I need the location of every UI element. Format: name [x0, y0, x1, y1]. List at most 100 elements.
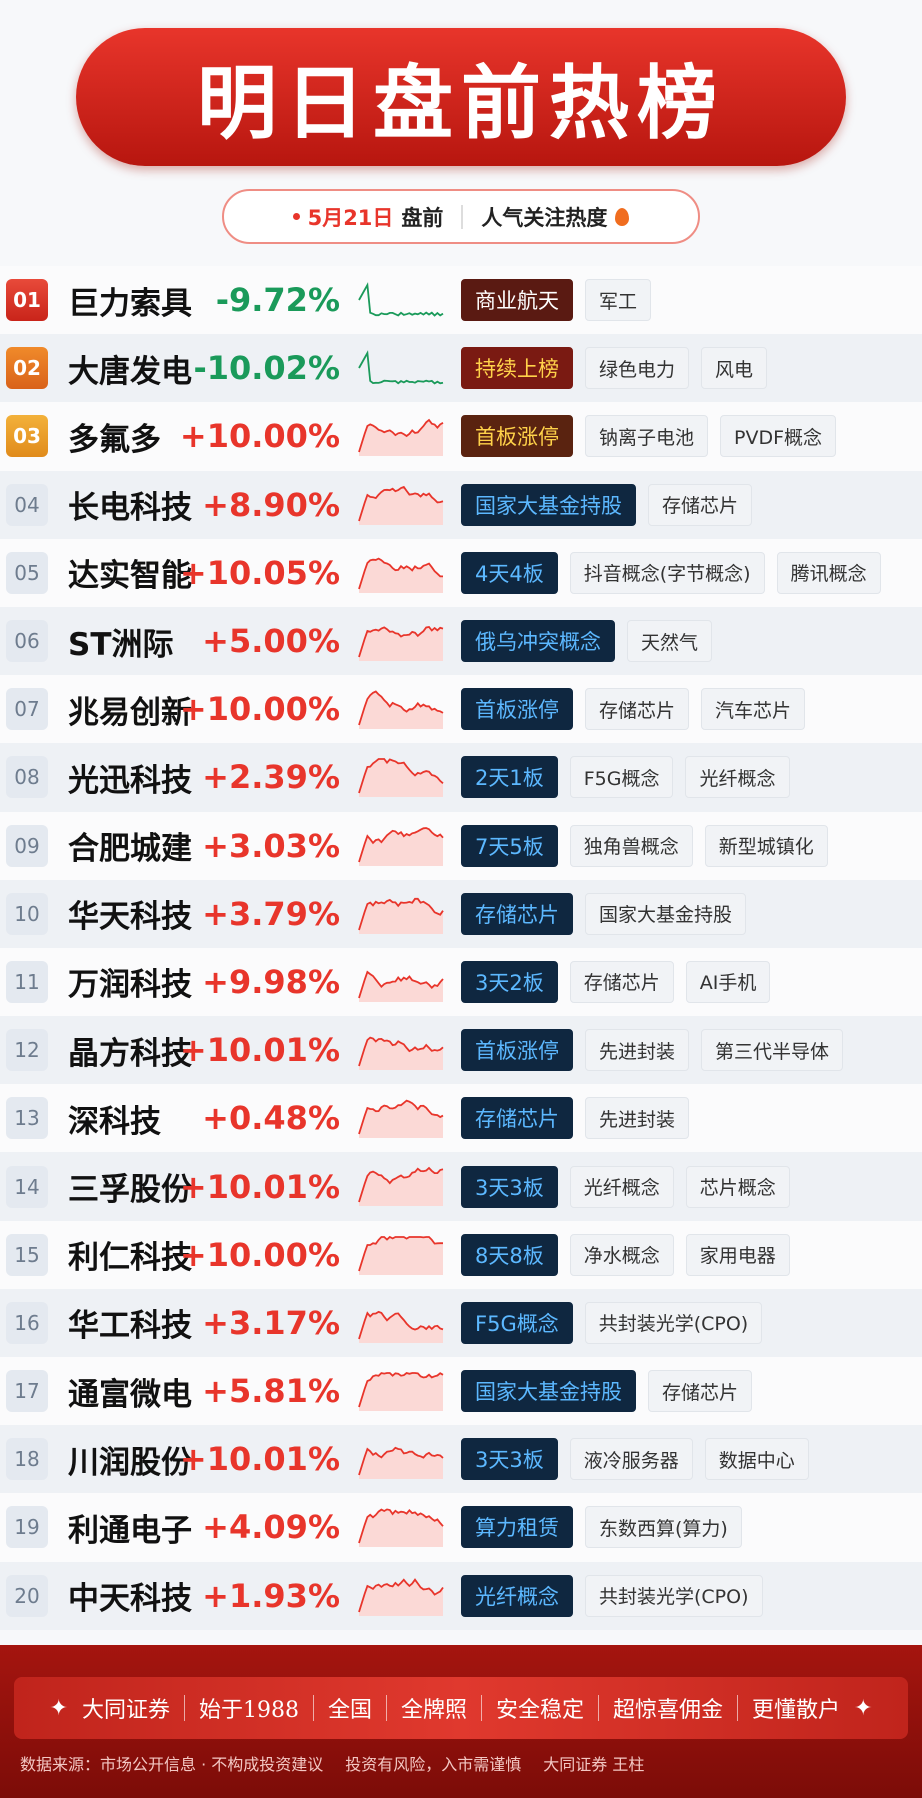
rank-badge: 20 — [6, 1574, 48, 1617]
hot-tag: 4天4板 — [461, 551, 558, 594]
tag: 第三代半导体 — [701, 1029, 844, 1072]
sparkline-area — [359, 1168, 443, 1207]
hot-tag: 存储芯片 — [461, 892, 573, 935]
note: 数据来源：市场公开信息 · 不构成投资建议 — [20, 1755, 324, 1774]
sparkline — [358, 557, 443, 593]
hot-tag: 首板涨停 — [461, 1029, 573, 1072]
sparkline — [358, 419, 444, 457]
row: 11 万润科技 +9.98% 3天2板 存储芯片 AI手机 — [0, 947, 922, 1017]
change-percent: +10.00% — [179, 417, 340, 456]
tag-list: 首板涨停 存储芯片 汽车芯片 — [461, 688, 806, 731]
change-percent: +3.79% — [202, 894, 340, 933]
divider — [737, 1695, 739, 1721]
change-percent: +1.93% — [202, 1576, 340, 1615]
sparkline-line — [358, 625, 444, 658]
change-percent: +5.00% — [202, 622, 340, 661]
sparkline-line — [358, 758, 444, 794]
change-percent: +0.48% — [202, 1099, 340, 1138]
sparkline-area — [359, 898, 443, 934]
stock-name: ST洲际 — [68, 626, 174, 663]
sparkline-area — [359, 827, 443, 866]
sparkline-line — [358, 1508, 444, 1544]
sparkline — [358, 690, 444, 730]
stock-name: 晶方科技 — [68, 1035, 192, 1072]
hot-tag: 3天2板 — [461, 960, 558, 1003]
hot-tag: 光纤概念 — [461, 1574, 573, 1617]
sparkline-area — [359, 558, 443, 593]
stock-name: 利通电子 — [68, 1512, 192, 1549]
sparkline — [358, 625, 444, 661]
tag: 存储芯片 — [648, 1370, 753, 1413]
sparkline — [358, 1167, 444, 1207]
tag-list: 存储芯片 先进封装 — [461, 1097, 690, 1140]
change-percent: +10.00% — [179, 1235, 340, 1274]
sparkline-line — [358, 485, 444, 521]
slogan: 始于1988 — [198, 1698, 299, 1723]
tag: 共封装光学(CPO) — [584, 1301, 763, 1344]
stock-name: 多氟多 — [68, 421, 161, 458]
divider — [312, 1695, 314, 1721]
title: 明日盘前热榜 — [197, 57, 725, 150]
stock-name: 大唐发电 — [68, 353, 192, 390]
divider — [385, 1695, 387, 1721]
tag-list: 持续上榜 绿色电力 风电 — [461, 347, 768, 390]
tag: 绿色电力 — [585, 347, 690, 390]
row: 18 川润股份 +10.01% 3天3板 液冷服务器 数据中心 — [0, 1425, 922, 1494]
date: 5月21日 — [307, 205, 394, 230]
sparkline-line — [358, 282, 444, 317]
sparkline — [358, 826, 444, 866]
sparkline-area — [359, 1100, 443, 1139]
sparkline-area — [359, 1236, 443, 1275]
sparkline — [358, 1036, 444, 1071]
sparkline-area — [359, 1311, 443, 1343]
tag-list: 俄乌冲突概念 天然气 — [461, 620, 713, 663]
tag: 先进封装 — [585, 1029, 690, 1072]
sparkline — [358, 1310, 444, 1343]
stock-name: 利仁科技 — [68, 1240, 192, 1277]
tag: 风电 — [701, 347, 768, 390]
flame-icon — [615, 207, 630, 226]
tag: 军工 — [585, 279, 652, 322]
stock-name: 万润科技 — [68, 967, 192, 1004]
note: 大同证券 王柱 — [543, 1755, 645, 1774]
change-percent: +9.98% — [202, 962, 340, 1001]
tag-list: 7天5板 独角兽概念 新型城镇化 — [461, 824, 828, 867]
row: 12 晶方科技 +10.01% 首板涨停 先进封装 第三代半导体 — [0, 1016, 922, 1085]
sparkline-line — [358, 1099, 444, 1135]
sparkline-area — [359, 971, 443, 1002]
rank-badge: 03 — [6, 415, 48, 458]
footer: ✦ 大同证券 始于1988 全国 全牌照 安全稳定 超惊喜佣金 更懂散户 ✦ 数据来源：市场公开… — [0, 1645, 922, 1798]
rank-badge: 02 — [6, 347, 48, 390]
rank-badge: 17 — [6, 1370, 48, 1413]
title-banner: 明日盘前热榜 — [76, 28, 846, 166]
hot-tag: 2天1板 — [461, 756, 558, 799]
slogan: 超惊喜佣金 — [613, 1698, 724, 1723]
slogan: 全国 — [327, 1698, 372, 1723]
dot — [292, 213, 300, 220]
star-icon: ✦ — [49, 1695, 68, 1721]
stock-name: 华工科技 — [68, 1308, 192, 1345]
tag: 天然气 — [627, 620, 713, 663]
sparkline-line — [358, 1235, 443, 1271]
row: 20 中天科技 +1.93% 光纤概念 共封装光学(CPO) — [0, 1561, 922, 1630]
row: 04 长电科技 +8.90% 国家大基金持股 存储芯片 — [0, 470, 922, 539]
tag: 抖音概念(字节概念) — [569, 551, 765, 594]
row: 10 华天科技 +3.79% 存储芯片 国家大基金持股 — [0, 879, 922, 948]
row: 17 通富微电 +5.81% 国家大基金持股 存储芯片 — [0, 1357, 922, 1426]
tag: 存储芯片 — [569, 960, 674, 1003]
sparkline-area — [359, 420, 443, 457]
stock-name: 长电科技 — [68, 490, 192, 527]
stock-name: 川润股份 — [68, 1444, 192, 1481]
tag-list: 国家大基金持股 存储芯片 — [461, 1370, 753, 1413]
row: 03 多氟多 +10.00% 首板涨停 钠离子电池 PVDF概念 — [0, 402, 922, 471]
sparkline — [358, 758, 444, 798]
change-percent: +8.90% — [202, 485, 340, 524]
rank-badge: 06 — [6, 620, 48, 663]
rank-badge: 12 — [6, 1029, 48, 1072]
tag-list: 算力租赁 东数西算(算力) — [461, 1506, 742, 1549]
tag: 汽车芯片 — [701, 688, 806, 731]
hot-tag: 俄乌冲突概念 — [461, 620, 615, 663]
row: 15 利仁科技 +10.00% 8天8板 净水概念 家用电器 — [0, 1220, 922, 1289]
row: 05 达实智能 +10.05% 4天4板 抖音概念(字节概念) 腾讯概念 — [0, 538, 922, 607]
